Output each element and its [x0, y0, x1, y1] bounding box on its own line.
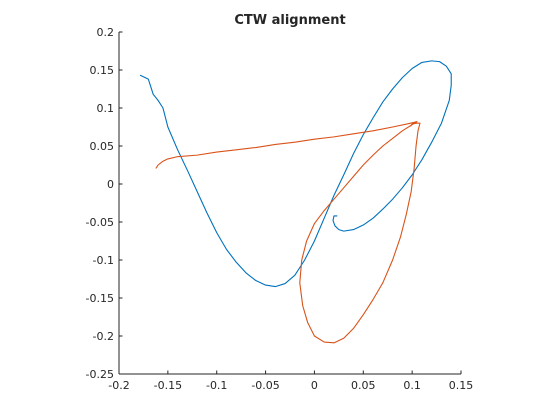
series-line-1: [139, 60, 452, 288]
series-layer: [139, 60, 452, 344]
y-tick-label: -0.1: [93, 254, 114, 267]
y-tick-label: 0: [107, 178, 114, 191]
x-tick-label: 0.15: [449, 379, 474, 392]
y-tick-label: -0.25: [86, 368, 114, 381]
y-tick-label: -0.15: [86, 292, 114, 305]
x-tick-label: -0.05: [251, 379, 279, 392]
x-tick-label: -0.2: [108, 379, 129, 392]
x-tick-label: -0.1: [206, 379, 227, 392]
y-tick-label: -0.2: [93, 330, 114, 343]
x-tick-label: 0.1: [403, 379, 421, 392]
x-tick-label: -0.15: [154, 379, 182, 392]
plot-area: [119, 32, 461, 374]
x-tick-label: 0.05: [351, 379, 376, 392]
x-tick-label: 0: [311, 379, 318, 392]
y-tick-label: 0.2: [97, 26, 115, 39]
chart-title: CTW alignment: [234, 13, 345, 28]
y-tick-label: 0.05: [90, 140, 115, 153]
series-line-2: [155, 121, 421, 344]
y-tick-label: 0.1: [97, 102, 115, 115]
y-tick-label: 0.15: [90, 64, 115, 77]
y-tick-label: -0.05: [86, 216, 114, 229]
axes-layer: -0.2 -0.15 -0.1 -0.05 0 0.05 0.1 0.15-0.25-0.2-…: [86, 26, 474, 392]
